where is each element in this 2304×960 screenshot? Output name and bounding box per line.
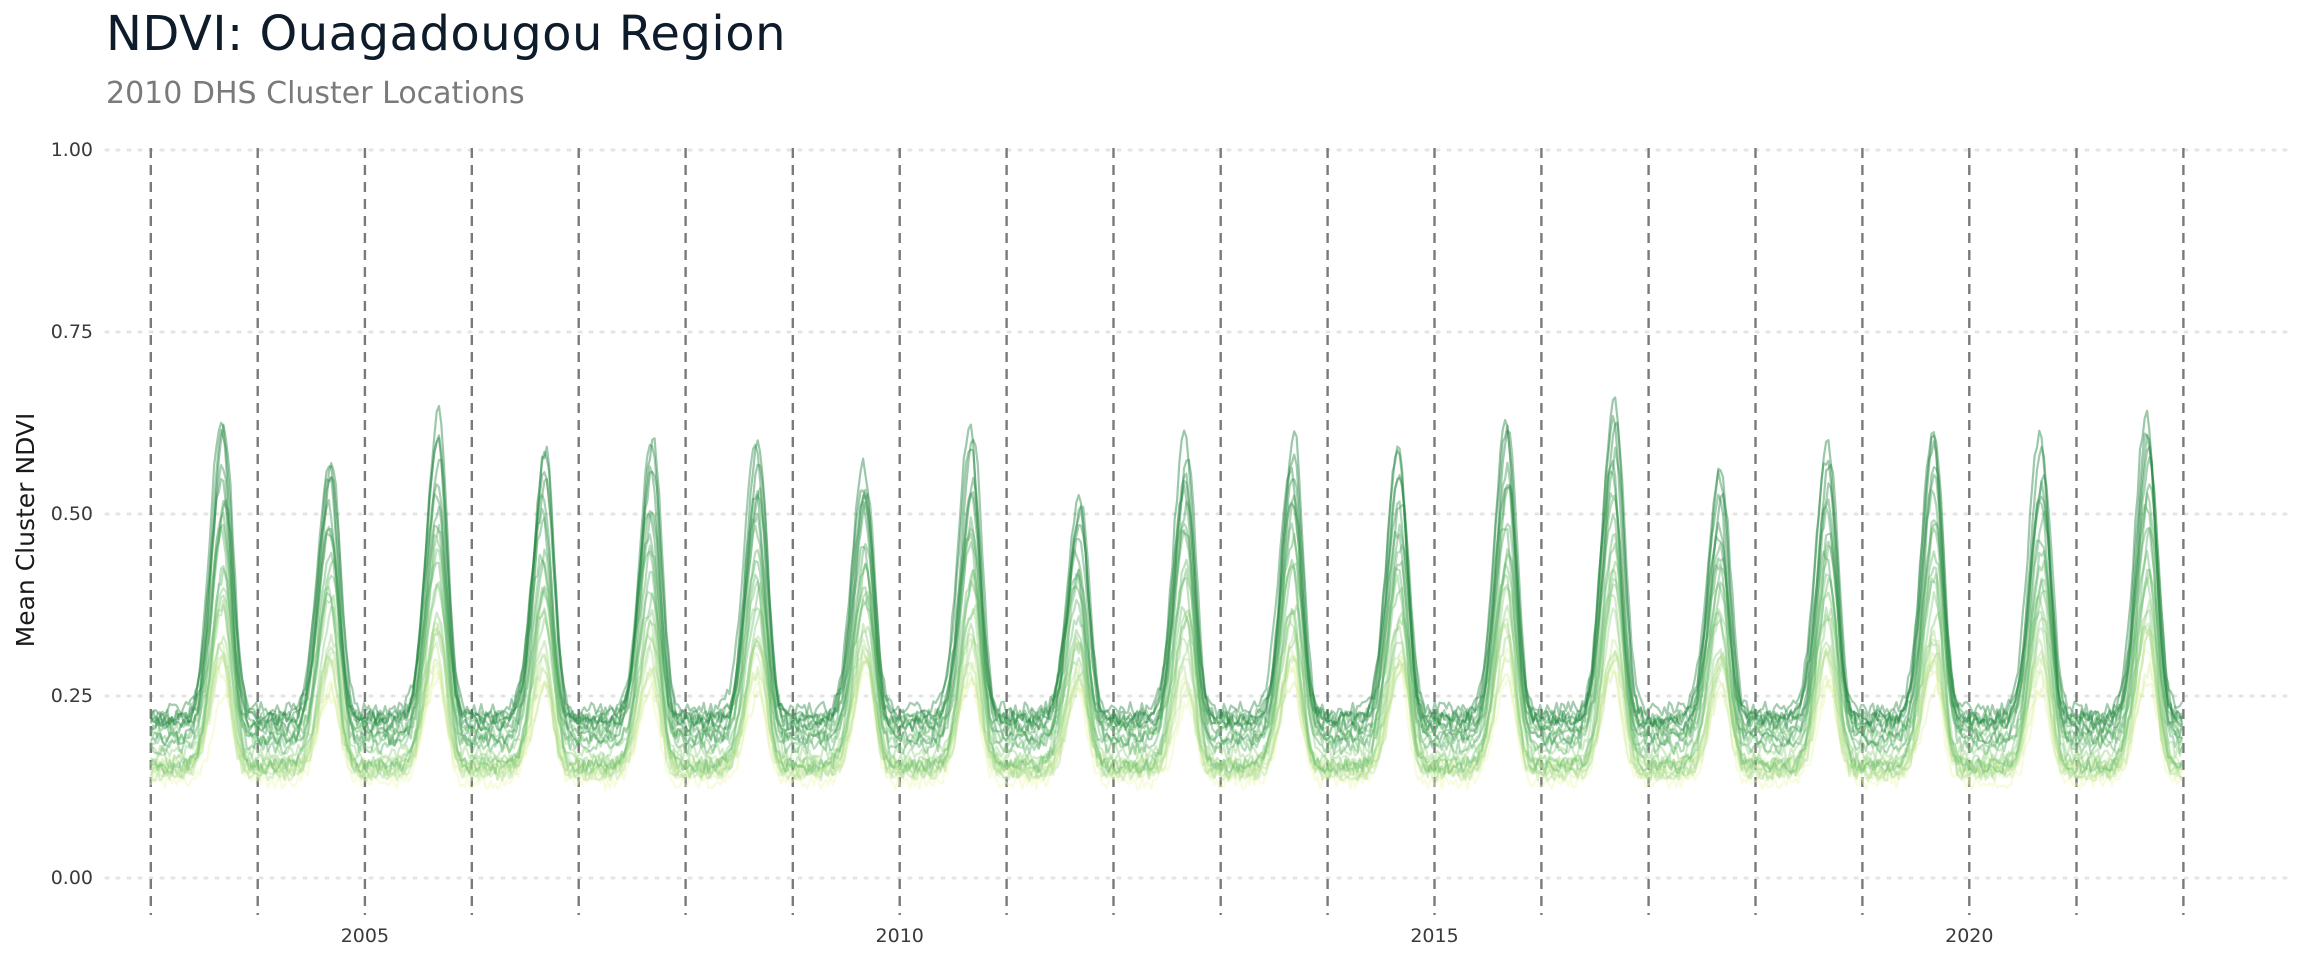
y-axis-ticks: 0.00 0.25 0.50 0.75 1.00 [51, 139, 93, 889]
series-line [149, 492, 2184, 727]
y-tick-label: 0.25 [51, 685, 93, 707]
series-line [149, 396, 2184, 727]
x-tick-label: 2010 [876, 925, 924, 947]
year-boundary-lines [149, 148, 2185, 915]
series-line [150, 654, 2184, 781]
series-line [150, 470, 2183, 730]
x-tick-label: 2015 [1410, 925, 1458, 947]
series-line [149, 560, 2184, 774]
series-line [149, 485, 2184, 737]
series-line [149, 446, 2183, 725]
series-line [150, 594, 2184, 761]
series-line [150, 629, 2184, 776]
series-line [149, 511, 2184, 756]
series-line [149, 433, 2184, 747]
series-line [149, 421, 2184, 718]
series-line [150, 576, 2184, 738]
series-line [149, 647, 2183, 774]
series-line [149, 607, 2183, 780]
series-line [149, 626, 2183, 771]
y-tick-label: 0.50 [51, 503, 93, 525]
y-tick-label: 1.00 [51, 139, 93, 161]
series-line [150, 525, 2184, 745]
chart-title: NDVI: Ouagadougou Region [106, 6, 787, 62]
series-line [149, 621, 2183, 783]
series-lines [149, 396, 2184, 791]
series-line [150, 536, 2184, 775]
y-tick-label: 0.00 [51, 867, 93, 889]
series-line [150, 415, 2183, 733]
series-line [149, 583, 2184, 770]
chart-subtitle: 2010 DHS Cluster Locations [106, 76, 525, 111]
x-tick-label: 2005 [341, 925, 389, 947]
horizontal-gridlines [104, 148, 2292, 880]
y-tick-label: 0.75 [51, 321, 93, 343]
x-tick-label: 2020 [1945, 925, 1993, 947]
series-line [150, 548, 2184, 750]
x-axis-ticks: 2005 2010 2015 2020 [341, 925, 1994, 947]
series-line [149, 648, 2184, 791]
y-axis-title: Mean Cluster NDVI [11, 413, 40, 648]
series-line [149, 617, 2184, 782]
